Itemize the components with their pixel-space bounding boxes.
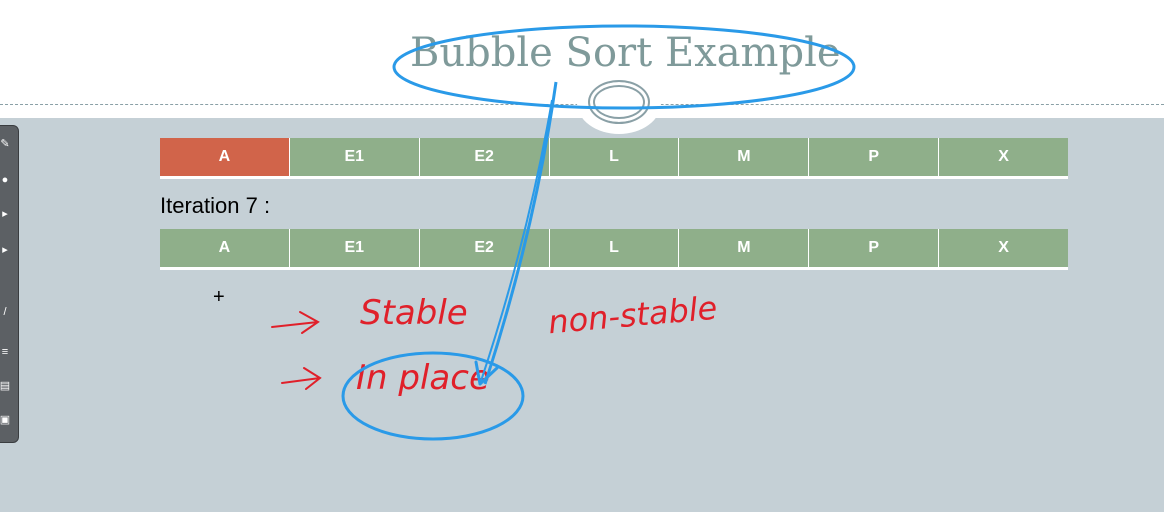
menu-icon[interactable]: ≡: [1, 346, 9, 358]
iteration-label: Iteration 7 :: [160, 193, 271, 218]
annotation-stable: Stable: [360, 293, 468, 333]
window-icon[interactable]: ▣: [0, 414, 11, 426]
ink-arrow-line: [483, 81, 558, 385]
array-cell: X: [939, 138, 1069, 176]
annotation-in-place: In place: [356, 358, 490, 398]
brush-icon[interactable]: ●: [1, 174, 9, 186]
highlighter-icon[interactable]: ▸: [2, 244, 8, 256]
array-cell: E1: [289, 138, 420, 176]
crosshair-cursor-icon: +: [213, 286, 225, 308]
slide-title: Bubble Sort Example: [410, 30, 841, 76]
array-row-before: A E1 E2 L M P X: [160, 138, 1069, 179]
title-ink-ellipse: [392, 24, 856, 110]
array-cell: A: [160, 138, 290, 176]
page-icon[interactable]: ▤: [0, 380, 11, 392]
marker-icon[interactable]: ▸: [2, 208, 8, 220]
array-row-after: A E1 E2 L M P X: [160, 229, 1069, 270]
line-icon[interactable]: /: [3, 306, 7, 318]
array-cell: M: [679, 229, 810, 267]
array-cell: M: [679, 138, 810, 176]
array-cell: E2: [419, 138, 550, 176]
red-arrow-1: [271, 311, 320, 334]
annotation-toolbar[interactable]: ✎ ● ▸ ▸ / ≡ ▤ ▣: [0, 125, 19, 443]
array-cell: L: [549, 138, 680, 176]
in-place-ink-ellipse: [341, 351, 525, 441]
medallion-decoration: [577, 72, 661, 134]
pen-icon[interactable]: ✎: [0, 138, 10, 150]
array-cell: P: [809, 138, 940, 176]
array-cell: X: [939, 229, 1069, 267]
array-cell: L: [549, 229, 680, 267]
array-cell: A: [160, 229, 290, 267]
ink-arrow-line: [479, 99, 553, 385]
array-cell: E1: [289, 229, 420, 267]
array-cell: P: [809, 229, 940, 267]
ink-arrowhead: [474, 360, 499, 386]
red-arrow-2: [281, 367, 322, 390]
